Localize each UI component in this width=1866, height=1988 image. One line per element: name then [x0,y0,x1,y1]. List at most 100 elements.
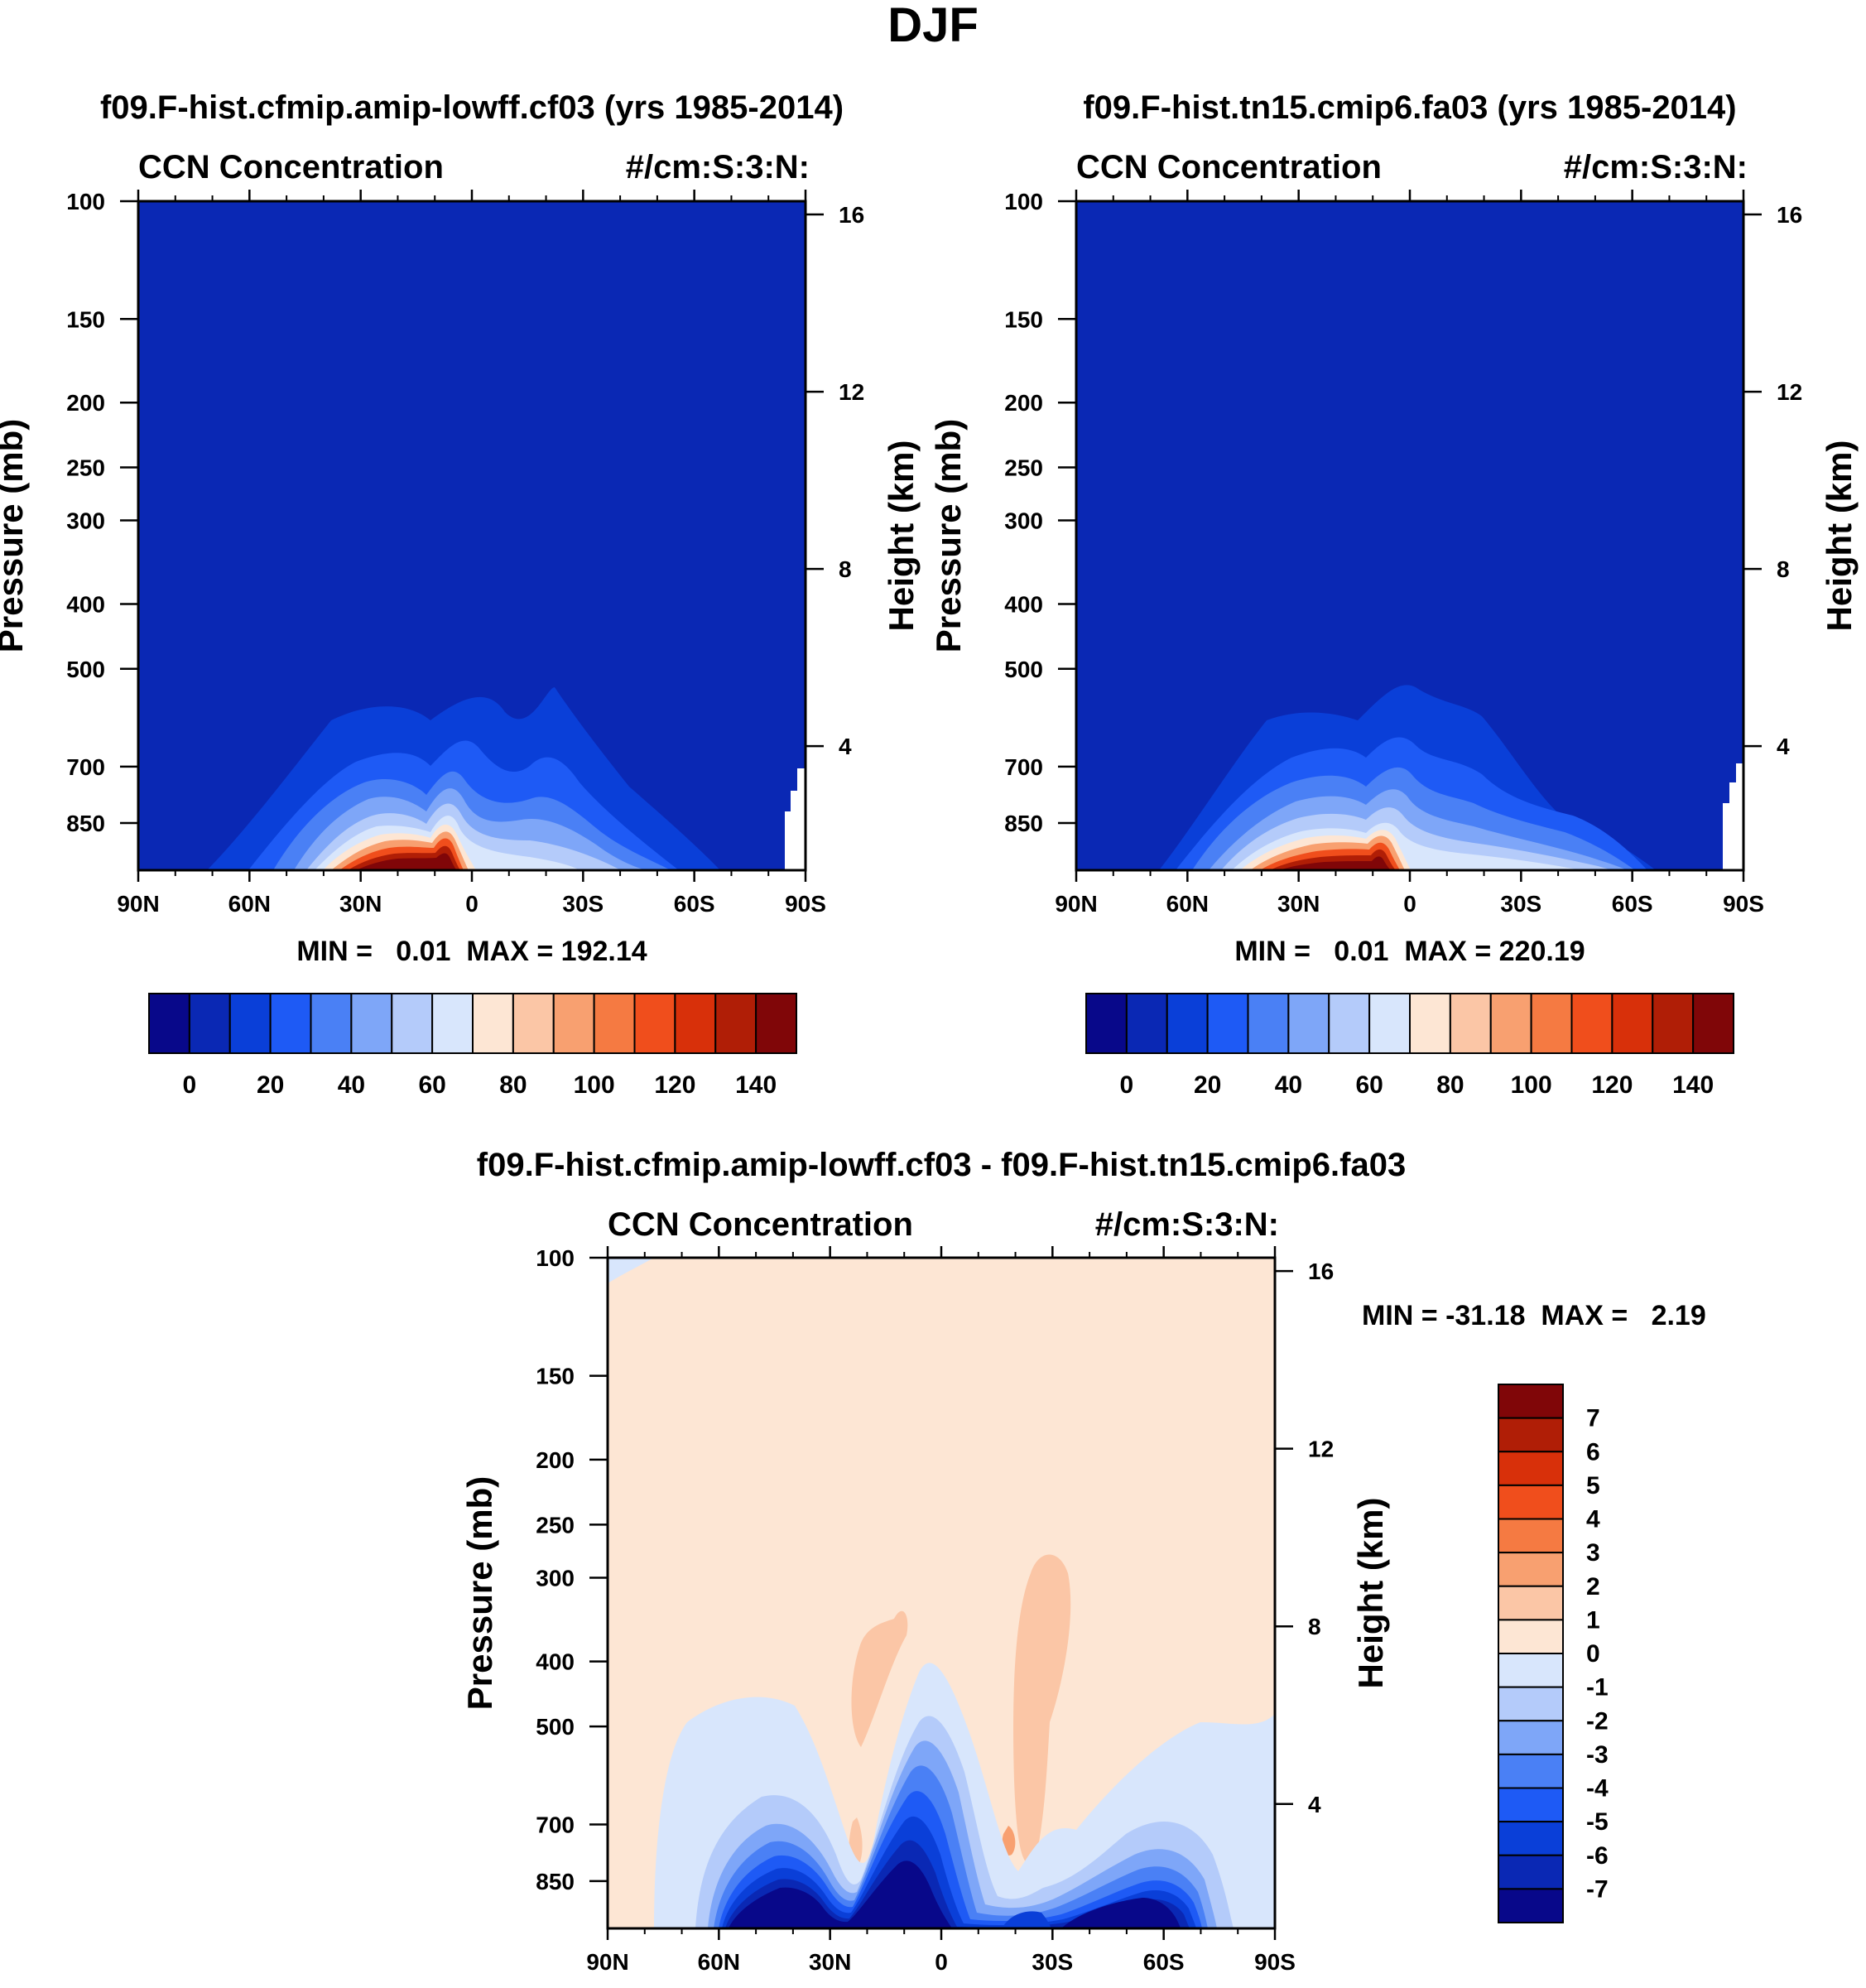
panel-2-colorbar-swatch [1328,993,1371,1054]
panel-1-colorbar-label: 60 [418,1071,445,1099]
panel-3-x-tick-label: 90S [1254,1949,1296,1975]
panel-3-colorbar-swatch [1498,1417,1564,1453]
panel-3-colorbar-swatch [1498,1552,1564,1587]
panel-2-colorbar-label: 0 [1120,1071,1134,1099]
panel-3-colorbar-label: 5 [1586,1472,1600,1499]
panel-1-left-label: CCN Concentration [138,149,444,185]
panel-1-y-tick-label: 200 [66,390,105,416]
panel-3-field [608,1258,1275,1928]
panel-2-axes: 90N 60N 30N 0 30S 60S 90S 100 150 200 250 300 400 500… [929,189,1859,917]
panel-2-colorbar-swatch [1287,993,1330,1054]
panel-3-x-tick-label: 0 [935,1949,948,1975]
panel-3-y-right-tick-label: 12 [1308,1437,1334,1462]
panel-3-colorbar-label: -5 [1586,1808,1609,1836]
panel-2-colorbar-swatch [1652,993,1695,1054]
panel-2-stats: MIN = 0.01 MAX = 220.19 [1234,936,1585,967]
panel-3: f09.F-hist.cfmip.amip-lowff.cf03 - f09.F… [460,1147,1706,1975]
panel-1: f09.F-hist.cfmip.amip-lowff.cf03 (yrs 19… [0,89,921,1099]
panel-3-y-tick-label: 850 [536,1869,575,1894]
panel-3-left-label: CCN Concentration [608,1206,913,1243]
panel-2-y-tick-label: 500 [1004,657,1043,682]
panel-1-x-tick-label: 60N [228,891,271,917]
panel-3-y-axis-label: Pressure (mb) [460,1476,499,1710]
panel-3-colorbar-swatch [1498,1619,1564,1654]
panel-1-y-tick-label: 150 [66,306,105,332]
panel-3-colorbar-label: 4 [1586,1506,1600,1533]
figure-title: DJF [887,0,979,52]
panel-1-colorbar-label: 20 [257,1071,284,1099]
panel-1-colorbar: 0 20 40 60 80 100 120 140 [148,993,797,1099]
panel-3-x-tick-label: 90N [586,1949,628,1975]
panel-2-y-right-tick-label: 12 [1777,379,1802,405]
panel-1-colorbar-label: 120 [654,1071,695,1099]
panel-2-right-label: #/cm:S:3:N: [1564,149,1748,185]
panel-3-colorbar-swatch [1498,1451,1564,1486]
panel-3-x-tick-label: 60N [698,1949,740,1975]
panel-1-colorbar-swatch [188,993,231,1054]
panel-2-colorbar-swatch [1125,993,1168,1054]
panel-3-axes: 90N 60N 30N 0 30S 60S 90S 100 150 200 250 300 400 500… [460,1245,1390,1975]
panel-2-colorbar-label: 80 [1436,1071,1464,1099]
panel-2-colorbar-swatch [1530,993,1573,1054]
panel-3-y-tick-label: 150 [536,1364,575,1389]
panel-1-colorbar-swatch [755,993,797,1054]
panel-3-y-right-axis-label: Height (km) [1351,1498,1390,1689]
panel-1-contour-band [356,853,457,870]
panel-1-x-tick-label: 90S [785,891,826,917]
panel-1-y-tick-label: 250 [66,455,105,481]
panel-3-colorbar-label: 1 [1586,1606,1600,1634]
panel-3-colorbar-label: -6 [1586,1842,1609,1870]
panel-1-y-right-axis-label: Height (km) [882,440,921,632]
panel-1-stats: MIN = 0.01 MAX = 192.14 [296,936,647,967]
panel-2: f09.F-hist.tn15.cmip6.fa03 (yrs 1985-201… [929,89,1859,1099]
panel-2-y-tick-label: 250 [1004,455,1043,481]
panel-3-colorbar: 7 6 5 4 3 2 1 0 -1 -2 -3 -4 -5 -6 -7 [1498,1384,1609,1923]
panel-2-y-right-tick-label: 16 [1777,202,1802,228]
panel-1-x-tick-label: 90N [117,891,159,917]
panel-2-field [1076,201,1743,870]
panel-1-colorbar-swatch [472,993,514,1054]
panel-3-y-tick-label: 400 [536,1649,575,1675]
panel-2-contour-band [1279,856,1391,870]
panel-3-y-tick-label: 700 [536,1812,575,1838]
panel-3-contour-band [1013,1554,1071,1865]
panel-2-colorbar: 0 20 40 60 80 100 120 140 [1085,993,1734,1099]
panel-2-y-tick-label: 100 [1004,189,1043,214]
panel-3-colorbar-swatch [1498,1585,1564,1621]
panel-2-colorbar-label: 60 [1355,1071,1383,1099]
panel-3-y-tick-label: 500 [536,1714,575,1740]
panel-1-y-tick-label: 300 [66,508,105,534]
panel-2-colorbar-swatch [1085,993,1128,1054]
panel-2-y-right-tick-label: 8 [1777,556,1790,582]
panel-2-colorbar-label: 20 [1194,1071,1221,1099]
panel-2-colorbar-swatch [1570,993,1614,1054]
panel-1-colorbar-swatch [350,993,393,1054]
panel-1-colorbar-swatch [269,993,312,1054]
panel-2-y-tick-label: 400 [1004,591,1043,617]
panel-3-x-tick-label: 60S [1143,1949,1185,1975]
panel-3-colorbar-label: -1 [1586,1674,1609,1702]
panel-1-x-tick-label: 0 [465,891,479,917]
panel-1-y-right-tick-label: 8 [839,556,852,582]
panel-1-y-axis-label: Pressure (mb) [0,419,30,652]
panel-1-x-tick-label: 30S [562,891,604,917]
panel-1-colorbar-swatch [310,993,353,1054]
panel-1-y-right-tick-label: 4 [839,734,852,759]
panel-3-y-right-tick-label: 8 [1308,1614,1321,1639]
panel-3-colorbar-label: 3 [1586,1539,1600,1567]
panel-1-colorbar-label: 0 [183,1071,197,1099]
panel-2-colorbar-swatch [1409,993,1451,1054]
panel-2-colorbar-swatch [1489,993,1532,1054]
panel-1-masked-region [785,768,806,870]
panel-3-colorbar-label: -2 [1586,1707,1609,1735]
panel-3-y-right-tick-label: 16 [1308,1259,1334,1284]
panel-2-x-tick-label: 0 [1403,891,1416,917]
panel-3-contour-band [851,1610,908,1747]
panel-1-y-tick-label: 500 [66,657,105,682]
panel-3-colorbar-swatch [1498,1518,1564,1554]
panel-1-colorbar-label: 100 [574,1071,615,1099]
panel-3-colorbar-label: -3 [1586,1741,1609,1769]
panel-1-x-tick-label: 60S [674,891,715,917]
panel-1-colorbar-swatch [148,993,190,1054]
panel-1-right-label: #/cm:S:3:N: [626,149,810,185]
